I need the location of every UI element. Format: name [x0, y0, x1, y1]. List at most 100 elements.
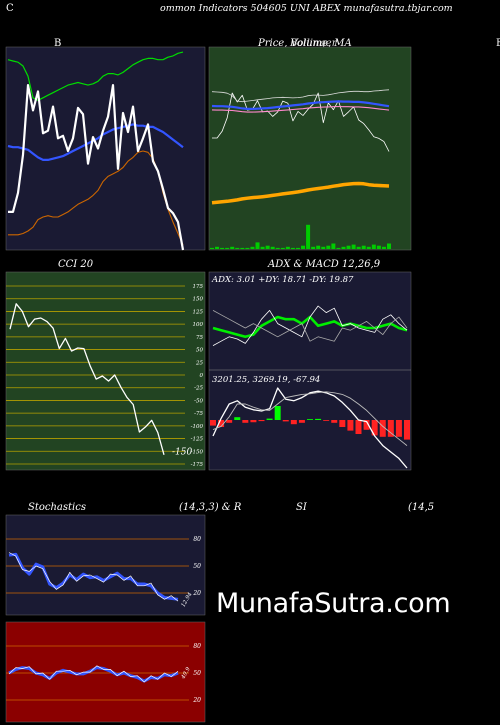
cci-tick-label: -125 — [191, 437, 204, 443]
macd-histogram-bar — [387, 420, 394, 437]
macd-line — [212, 387, 408, 469]
volume-bar — [210, 247, 214, 249]
volume-bar — [387, 243, 391, 249]
volume-bar — [230, 246, 235, 249]
macd-histogram-bar — [226, 420, 233, 423]
volume-bar — [306, 224, 311, 249]
macd-histogram-bar — [290, 420, 297, 425]
macd-histogram-bar — [363, 420, 370, 430]
stochastics-level-label: 20 — [192, 590, 201, 597]
cci-tick-label: -75 — [194, 411, 203, 417]
volume-bar — [270, 246, 275, 249]
price-overlap-label: Bollinger — [290, 38, 337, 49]
cci-line — [9, 303, 165, 455]
cci-label: CCI 20 — [58, 259, 94, 270]
volume-bar — [351, 244, 356, 249]
volume-bar — [265, 245, 270, 249]
volume-bar — [240, 247, 245, 249]
cci-tick-label: 150 — [193, 297, 204, 303]
volume-bar — [361, 245, 366, 249]
volume-bar — [346, 245, 351, 249]
volume-bar — [235, 247, 240, 249]
volume-bar — [321, 246, 326, 249]
volume-bar — [245, 247, 250, 249]
macd-readout: 3201.25, 3269.19, -67.94 — [212, 375, 320, 385]
bollinger-label: B — [54, 38, 62, 49]
volume-bar — [371, 244, 376, 249]
macd-histogram-bar — [404, 420, 410, 440]
macd-histogram-bar — [242, 420, 249, 423]
price-edge-letter: B — [496, 38, 500, 49]
cci-tick-label: -50 — [194, 398, 203, 404]
stochastics-params: (14,3,3) & R — [179, 502, 242, 513]
rsi-panel-bg — [5, 621, 206, 723]
macd-histogram-bar — [331, 420, 338, 423]
volume-bar — [280, 247, 285, 249]
macd-histogram-bar — [323, 420, 330, 421]
macd-histogram-bar — [339, 420, 346, 427]
macd-histogram-bar — [395, 420, 402, 437]
cci-tick-label: 50 — [196, 348, 203, 354]
price-panel-bg — [208, 46, 412, 251]
volume-bar — [356, 246, 361, 249]
rsi-level-label: 50 — [193, 670, 201, 677]
cci-tick-label: 125 — [193, 309, 204, 315]
stochastics-level-label: 50 — [193, 563, 201, 570]
rsi-level-label: 80 — [193, 643, 201, 650]
volume-bar — [295, 247, 300, 249]
page-title: ommon Indicators 504605 UNI ABEX munafas… — [160, 3, 453, 14]
cci-tick-label: 75 — [196, 335, 203, 341]
rsi-level-label: 20 — [192, 697, 201, 704]
volume-bar — [290, 247, 295, 249]
cci-tick-label: 100 — [193, 322, 204, 328]
adx-macd-label: ADX & MACD 12,26,9 — [268, 259, 381, 270]
cci-panel-bg — [5, 271, 206, 471]
volume-bar — [341, 246, 346, 249]
cci-tick-label: 0 — [200, 373, 204, 379]
stochastics-d-line — [8, 552, 179, 602]
macd-histogram-bar — [250, 420, 257, 423]
price-ma-slow-line — [211, 181, 390, 205]
volume-bar — [381, 246, 386, 249]
volume-bar — [220, 247, 225, 249]
price-label: Price, Volume, MA — [258, 38, 352, 49]
macd-signal-line — [212, 391, 408, 446]
volume-bar — [260, 246, 265, 249]
cci-tick-label: -175 — [191, 462, 204, 468]
macd-histogram-bar — [210, 420, 216, 426]
macd-histogram-bar — [307, 419, 313, 420]
price-line — [212, 92, 390, 152]
cci-tick-label: 175 — [193, 284, 204, 290]
macd-histogram-bar — [258, 420, 265, 422]
stochastics-label: Stochastics — [28, 502, 86, 513]
bollinger-panel-bg — [5, 46, 206, 251]
adx-macd-panel-bg — [208, 271, 412, 471]
bollinger-price-line — [8, 83, 185, 251]
cci-tick-label: 25 — [195, 360, 203, 366]
macd-histogram-bar — [234, 417, 241, 420]
volume-bar — [250, 246, 255, 249]
price-ma-mid-line — [211, 100, 390, 111]
rsi-signal-line — [8, 665, 179, 683]
volume-bar — [316, 245, 321, 249]
volume-bar — [311, 246, 316, 249]
header-left-letter: C — [6, 3, 14, 14]
macd-histogram-bar — [371, 420, 378, 436]
bollinger-middle-line — [7, 123, 184, 161]
adx-readout: ADX: 3.01 +DY: 18.71 -DY: 19.87 — [211, 275, 354, 285]
stochastics-k-line — [8, 552, 179, 601]
plus-dy-line — [212, 305, 408, 346]
volume-bar — [301, 245, 306, 249]
volume-bar — [285, 246, 290, 249]
macd-histogram-bar — [218, 420, 225, 427]
price-ma-pink-line — [211, 105, 390, 113]
macd-histogram-bar — [355, 420, 362, 434]
bollinger-upper-line — [7, 51, 184, 101]
macd-histogram-bar — [298, 420, 305, 423]
macd-histogram-bar — [379, 420, 386, 437]
rsi-label: SI — [296, 502, 307, 513]
price-ma-fast-line — [211, 89, 390, 103]
volume-bar — [275, 247, 280, 249]
volume-bar — [336, 247, 341, 249]
